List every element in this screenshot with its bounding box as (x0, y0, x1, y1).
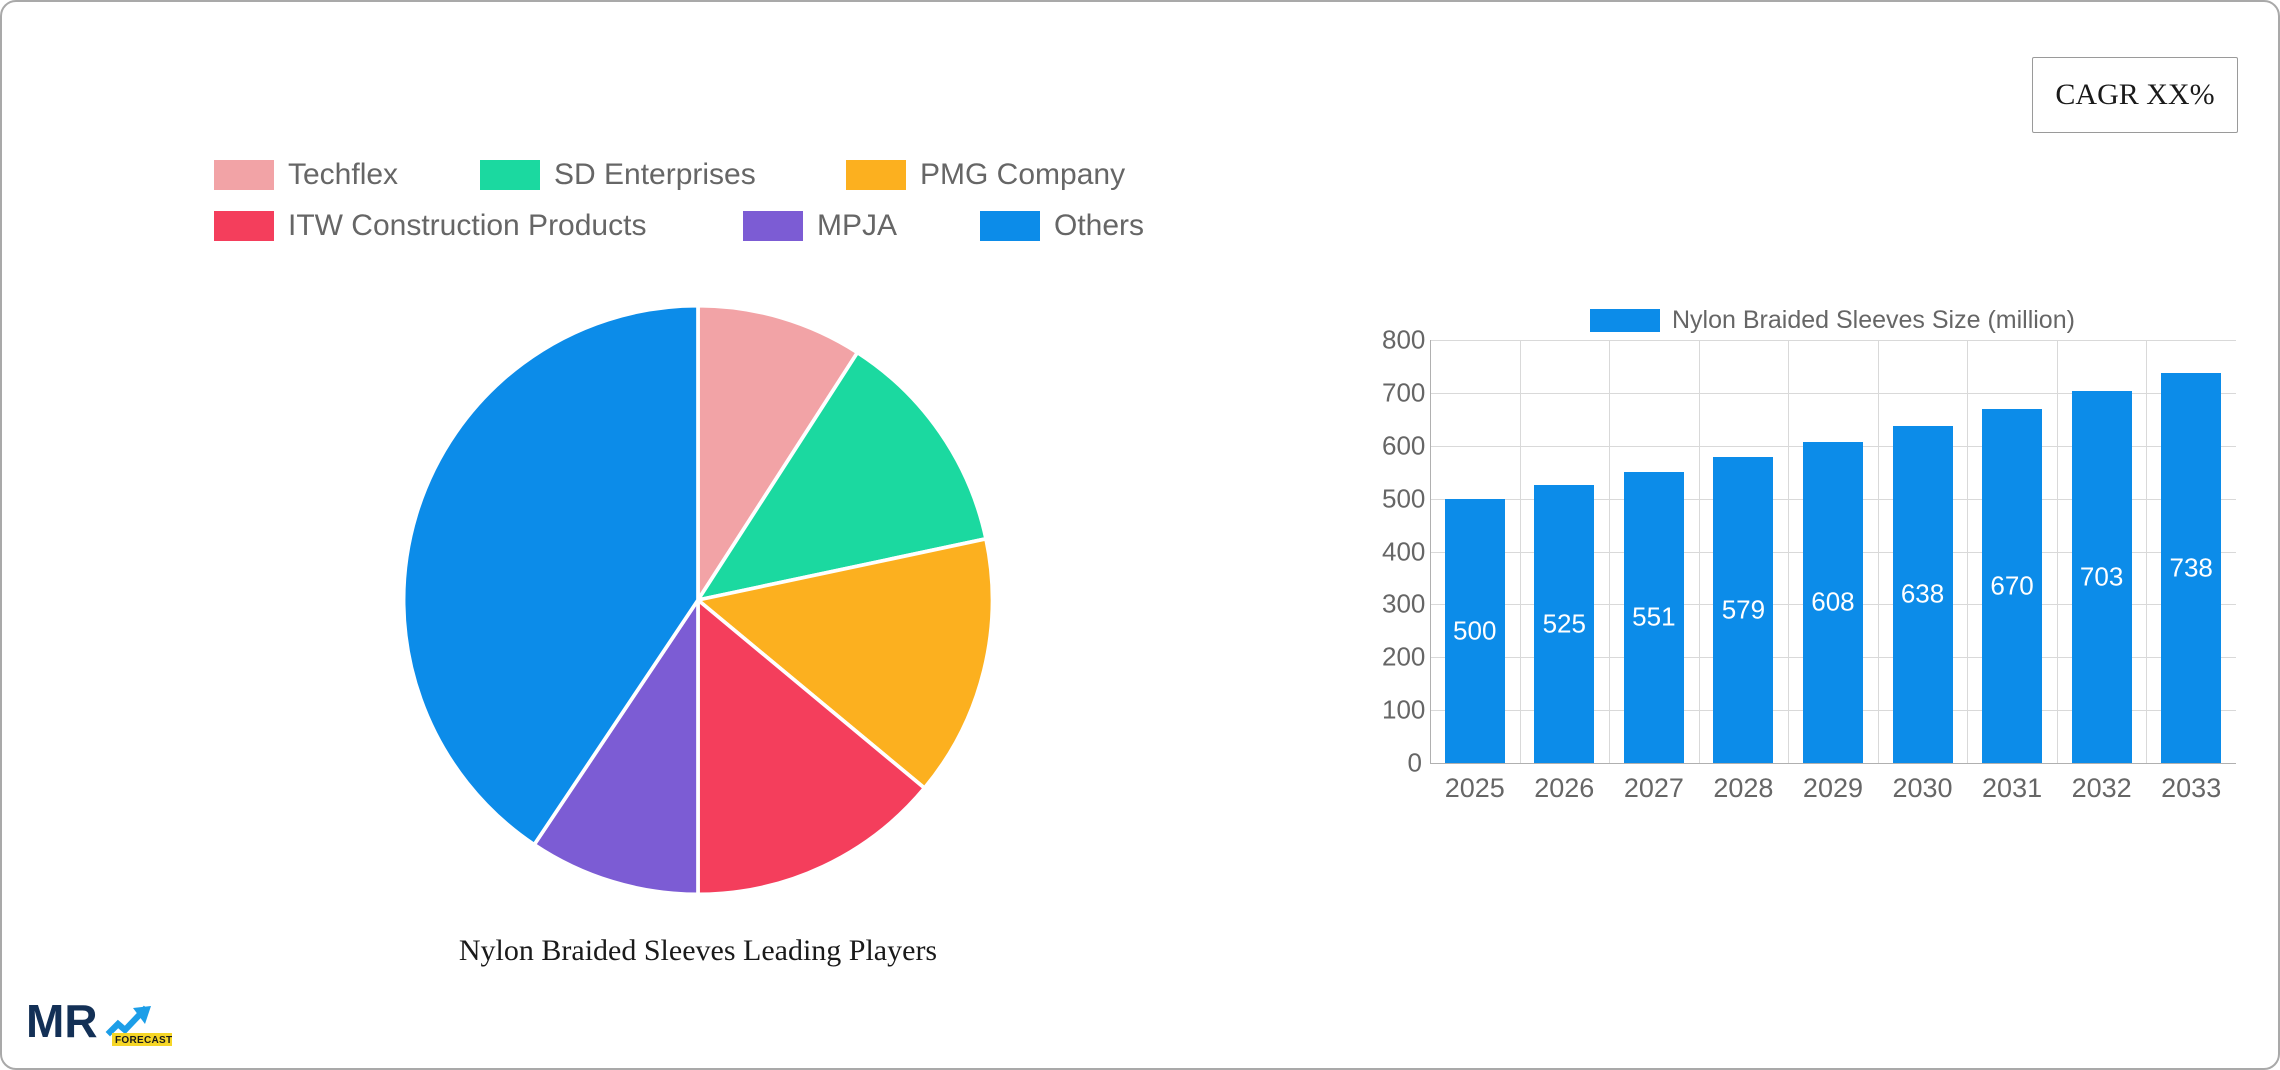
svg-text:FORECAST: FORECAST (115, 1035, 172, 1046)
svg-text:MR: MR (26, 999, 98, 1047)
